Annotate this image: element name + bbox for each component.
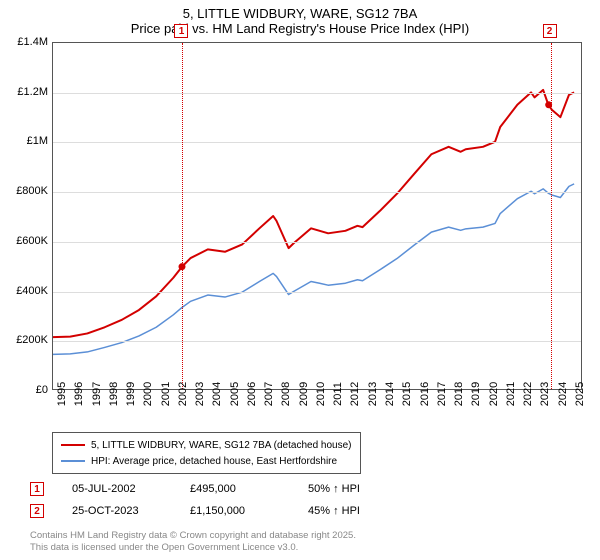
x-axis-label: 2015 [401,382,413,406]
event-marker: 2 [30,504,44,518]
legend: 5, LITTLE WIDBURY, WARE, SG12 7BA (detac… [52,432,361,474]
x-axis-label: 1996 [73,382,85,406]
marker-line [182,43,183,389]
event-hpi: 50% ↑ HPI [308,483,398,495]
legend-swatch [61,460,85,462]
y-axis-label: £200K [2,334,48,346]
x-axis-label: 2024 [557,382,569,406]
event-price: £495,000 [190,483,280,495]
x-axis-label: 1997 [91,382,103,406]
footer-line2: This data is licensed under the Open Gov… [30,542,356,554]
legend-label: HPI: Average price, detached house, East… [91,456,337,467]
y-axis-label: £600K [2,235,48,247]
x-axis-label: 2019 [470,382,482,406]
event-hpi: 45% ↑ HPI [308,505,398,517]
x-axis-label: 2008 [280,382,292,406]
gridline [53,341,581,342]
series-property [53,90,574,337]
events-table: 1 05-JUL-2002 £495,000 50% ↑ HPI 2 25-OC… [30,478,398,522]
title-address: 5, LITTLE WIDBURY, WARE, SG12 7BA [0,6,600,21]
x-axis-label: 2017 [436,382,448,406]
x-axis-label: 2001 [160,382,172,406]
x-axis-label: 2004 [211,382,223,406]
x-axis-label: 2011 [332,382,344,406]
series-hpi [53,184,574,355]
legend-item: 5, LITTLE WIDBURY, WARE, SG12 7BA (detac… [61,437,352,453]
x-axis-label: 1995 [56,382,68,406]
y-axis-label: £1.2M [2,86,48,98]
marker-line [551,43,552,389]
x-axis-label: 2010 [315,382,327,406]
x-axis-label: 2006 [246,382,258,406]
x-axis-label: 2003 [194,382,206,406]
x-axis-label: 1998 [108,382,120,406]
x-axis-label: 2000 [142,382,154,406]
marker-box: 2 [543,24,557,38]
y-axis-label: £0 [2,384,48,396]
x-axis-label: 2013 [367,382,379,406]
gridline [53,192,581,193]
legend-item: HPI: Average price, detached house, East… [61,453,352,469]
y-axis-label: £800K [2,185,48,197]
title-block: 5, LITTLE WIDBURY, WARE, SG12 7BA Price … [0,0,600,38]
legend-swatch [61,444,85,446]
title-subtitle: Price paid vs. HM Land Registry's House … [0,21,600,36]
event-date: 25-OCT-2023 [72,505,162,517]
x-axis-label: 1999 [125,382,137,406]
gridline [53,142,581,143]
x-axis-label: 2007 [263,382,275,406]
legend-label: 5, LITTLE WIDBURY, WARE, SG12 7BA (detac… [91,440,352,451]
y-axis-label: £1M [2,135,48,147]
event-price: £1,150,000 [190,505,280,517]
x-axis-label: 2023 [539,382,551,406]
x-axis-label: 2012 [349,382,361,406]
event-marker: 1 [30,482,44,496]
footer: Contains HM Land Registry data © Crown c… [30,530,356,554]
x-axis-label: 2005 [229,382,241,406]
x-axis-label: 2020 [488,382,500,406]
x-axis-label: 2016 [419,382,431,406]
event-row: 1 05-JUL-2002 £495,000 50% ↑ HPI [30,478,398,500]
x-axis-label: 2025 [574,382,586,406]
gridline [53,93,581,94]
footer-line1: Contains HM Land Registry data © Crown c… [30,530,356,542]
x-axis-label: 2009 [298,382,310,406]
gridline [53,242,581,243]
x-axis-label: 2014 [384,382,396,406]
y-axis-label: £1.4M [2,36,48,48]
x-axis-label: 2018 [453,382,465,406]
event-row: 2 25-OCT-2023 £1,150,000 45% ↑ HPI [30,500,398,522]
y-axis-label: £400K [2,285,48,297]
x-axis-label: 2002 [177,382,189,406]
x-axis-label: 2021 [505,382,517,406]
chart-container: 5, LITTLE WIDBURY, WARE, SG12 7BA Price … [0,0,600,560]
x-axis-label: 2022 [522,382,534,406]
chart-svg [53,43,581,389]
event-date: 05-JUL-2002 [72,483,162,495]
plot-area [52,42,582,390]
marker-box: 1 [174,24,188,38]
gridline [53,292,581,293]
